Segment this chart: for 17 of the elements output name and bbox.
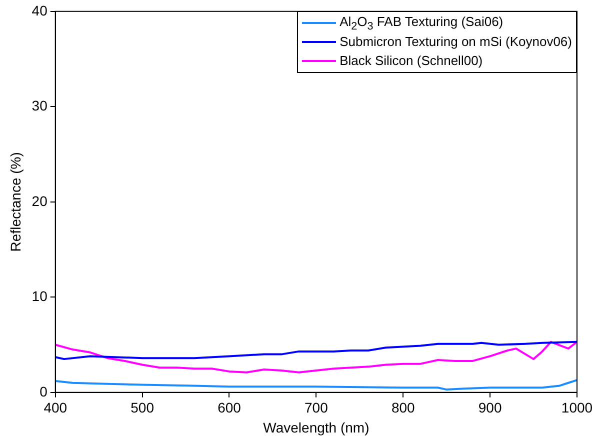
y-tick-label: 0	[40, 383, 48, 400]
x-tick-label: 1000	[561, 400, 593, 416]
y-tick-label: 10	[32, 288, 48, 304]
legend-label: Black Silicon (Schnell00)	[340, 53, 483, 68]
legend-label: Submicron Texturing on mSi (Koynov06)	[340, 34, 572, 50]
x-tick-label: 400	[44, 400, 68, 416]
legend-label: Al$_{2}$O$_{3}$ FAB Texturing (Sai06)	[340, 14, 504, 32]
y-axis-title: Reflectance (%)	[7, 152, 24, 252]
y-tick-label: 30	[32, 98, 48, 114]
y-tick-label: 40	[32, 2, 48, 18]
y-tick-label: 20	[32, 192, 48, 209]
x-tick-label: 800	[391, 400, 416, 416]
x-tick-label: 900	[478, 400, 502, 416]
x-tick-label: 600	[218, 400, 242, 416]
x-tick-label: 700	[304, 400, 328, 416]
x-tick-label: 500	[130, 400, 154, 416]
x-axis-title: Wavelength (nm)	[263, 419, 370, 436]
